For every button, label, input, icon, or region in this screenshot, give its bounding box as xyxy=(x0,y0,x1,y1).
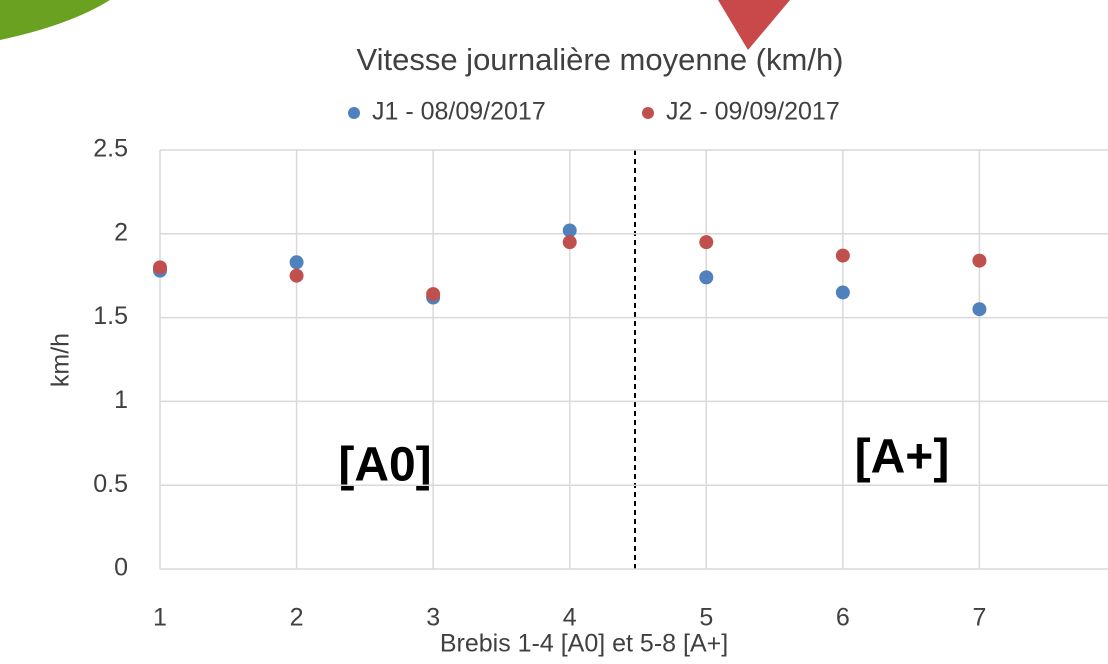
legend-marker xyxy=(642,107,654,119)
data-point xyxy=(699,235,713,249)
y-tick-label: 0.5 xyxy=(93,470,128,498)
x-tick-label: 5 xyxy=(699,604,713,632)
legend-label: J1 - 08/09/2017 xyxy=(372,98,546,126)
chart: Vitesse journalière moyenne (km/h) Brebi… xyxy=(0,0,1108,664)
data-point xyxy=(153,260,167,274)
y-tick-label: 1.5 xyxy=(93,302,128,330)
y-tick-label: 2 xyxy=(114,218,128,246)
x-tick-label: 6 xyxy=(836,604,850,632)
data-point xyxy=(563,235,577,249)
y-tick-label: 1 xyxy=(114,386,128,414)
data-point xyxy=(836,249,850,263)
data-point xyxy=(290,255,304,269)
legend-marker xyxy=(348,107,360,119)
data-point xyxy=(972,254,986,268)
legend-label: J2 - 09/09/2017 xyxy=(666,98,840,126)
x-axis-label: Brebis 1-4 [A0] et 5-8 [A+] xyxy=(440,630,728,658)
x-tick-label: 4 xyxy=(563,604,577,632)
y-tick-label: 0 xyxy=(114,554,128,582)
chart-title: Vitesse journalière moyenne (km/h) xyxy=(356,42,843,77)
data-point xyxy=(290,269,304,283)
x-tick-label: 1 xyxy=(153,604,167,632)
y-axis-label: km/h xyxy=(47,333,75,387)
annotation: [A0] xyxy=(338,439,431,492)
decor-leaf xyxy=(0,0,110,40)
x-tick-label: 7 xyxy=(972,604,986,632)
annotation: [A+] xyxy=(855,431,950,484)
data-point xyxy=(836,285,850,299)
data-point xyxy=(426,287,440,301)
x-tick-label: 3 xyxy=(426,604,440,632)
data-point xyxy=(699,270,713,284)
data-point xyxy=(972,302,986,316)
y-tick-label: 2.5 xyxy=(93,135,128,163)
x-tick-label: 2 xyxy=(290,604,304,632)
